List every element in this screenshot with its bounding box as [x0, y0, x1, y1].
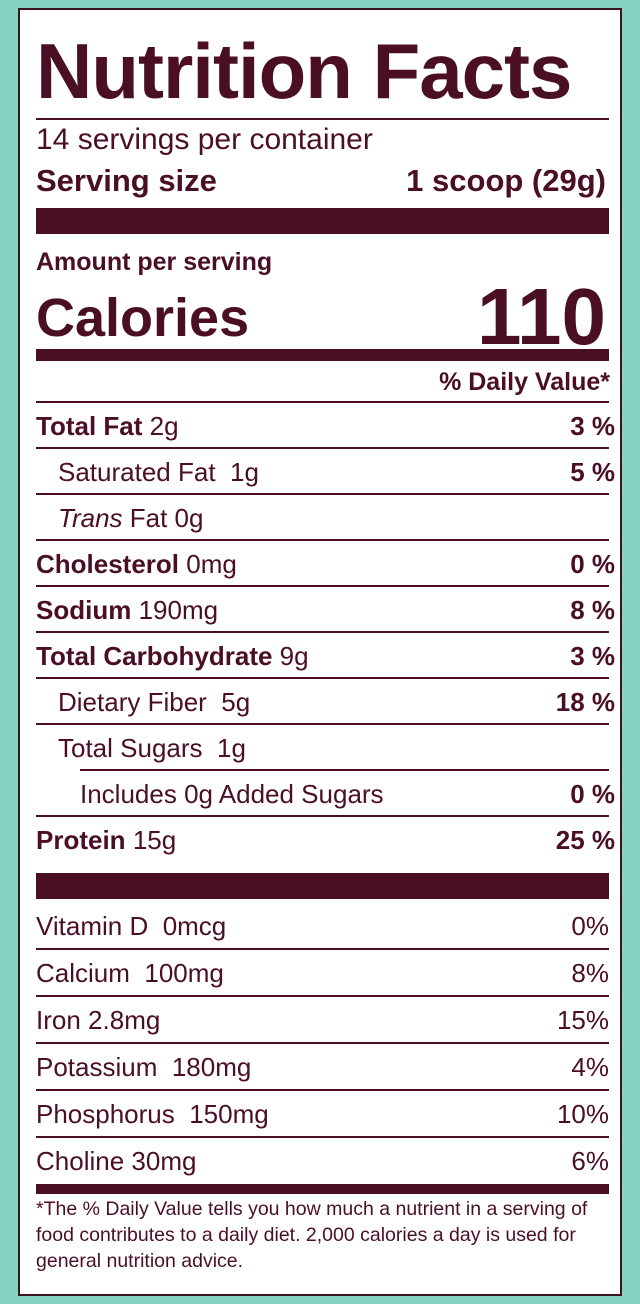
nutrient-row-saturated-fat: Saturated Fat 1g 5 %: [36, 449, 615, 495]
vitamin-row-calcium: Calcium 100mg 8%: [36, 950, 609, 997]
amount-per-serving: Amount per serving: [36, 248, 273, 276]
vitamin-row-choline: Choline 30mg 6%: [36, 1138, 609, 1185]
vitamin-name: Calcium: [36, 958, 130, 988]
vitamin-row-phosphorus: Phosphorus 150mg 10%: [36, 1091, 609, 1138]
vitamin-pct: 10%: [556, 1099, 609, 1129]
nutrient-row-sodium: Sodium 190mg 8 %: [36, 587, 615, 633]
medium-divider: [36, 349, 609, 361]
thick-divider: [36, 208, 609, 234]
vitamin-name: Vitamin D: [36, 911, 149, 941]
vitamin-pct: 0%: [571, 911, 609, 941]
vitamin-pct: 8%: [571, 958, 609, 988]
nutrient-amount: 5g: [221, 687, 251, 717]
nutrient-amount: Fat 0g: [129, 503, 204, 533]
nutrient-row-total-sugars: Total Sugars 1g: [36, 725, 609, 771]
vitamin-row-vitamin-d: Vitamin D 0mcg 0%: [36, 903, 609, 950]
thick-divider: [36, 873, 609, 899]
row-divider: [36, 815, 609, 817]
nutrient-amount: 15g: [132, 825, 177, 855]
nutrient-row-added-sugars: Includes 0g Added Sugars 0 %: [36, 771, 615, 817]
row-divider: [36, 585, 609, 587]
vitamin-pct: 4%: [571, 1052, 609, 1082]
row-divider: [80, 769, 609, 771]
row-divider: [36, 948, 609, 950]
nutrient-name: Dietary Fiber: [58, 687, 207, 717]
row-divider: [36, 1042, 609, 1044]
nutrient-pct: 5 %: [570, 457, 615, 487]
nutrient-name: Trans: [58, 503, 123, 533]
vitamin-amount: 2.8mg: [88, 1005, 161, 1035]
nutrient-pct: 25 %: [555, 825, 615, 855]
row-divider: [36, 631, 609, 633]
nutrient-name: Includes 0g Added Sugars: [80, 779, 384, 809]
nutrient-name: Saturated Fat: [58, 457, 216, 487]
nutrient-pct: 3 %: [570, 411, 615, 441]
nutrient-row-protein: Protein 15g 25 %: [36, 817, 615, 863]
row-divider: [36, 493, 609, 495]
label-title: Nutrition Facts: [36, 27, 572, 115]
nutrient-row-cholesterol: Cholesterol 0mg 0 %: [36, 541, 615, 587]
vitamin-row-iron: Iron 2.8mg 15%: [36, 997, 609, 1044]
row-divider: [36, 723, 609, 725]
nutrient-name: Total Sugars: [58, 733, 203, 763]
nutrient-name: Cholesterol: [36, 549, 180, 579]
nutrient-pct: 18 %: [555, 687, 615, 717]
nutrient-name: Total Carbohydrate: [36, 641, 273, 671]
nutrient-name: Total Fat: [36, 411, 143, 441]
vitamin-name: Potassium: [36, 1052, 158, 1082]
vitamin-amount: 0mcg: [162, 911, 227, 941]
divider: [36, 118, 609, 120]
nutrient-amount: 1g: [216, 733, 246, 763]
vitamin-name: Choline: [36, 1146, 125, 1176]
row-divider: [36, 995, 609, 997]
vitamin-amount: 100mg: [144, 958, 224, 988]
nutrient-pct: 0 %: [570, 779, 615, 809]
daily-value-footnote: *The % Daily Value tells you how much a …: [36, 1198, 588, 1272]
nutrient-amount: 0mg: [186, 549, 237, 579]
divider: [36, 401, 609, 403]
vitamin-pct: 6%: [571, 1146, 609, 1176]
row-divider: [36, 447, 609, 449]
vitamin-row-potassium: Potassium 180mg 4%: [36, 1044, 609, 1091]
serving-size-value: 1 scoop (29g): [406, 163, 606, 198]
nutrient-name: Protein: [36, 825, 126, 855]
nutrient-name: Sodium: [36, 595, 132, 625]
nutrient-row-total-carbohydrate: Total Carbohydrate 9g 3 %: [36, 633, 615, 679]
vitamin-name: Iron: [36, 1005, 81, 1035]
nutrient-amount: 2g: [149, 411, 179, 441]
nutrient-row-total-fat: Total Fat 2g 3 %: [36, 403, 615, 449]
serving-size-label: Serving size: [36, 163, 217, 198]
nutrient-pct: 8 %: [570, 595, 615, 625]
nutrient-pct: 3 %: [570, 641, 615, 671]
nutrient-row-dietary-fiber: Dietary Fiber 5g 18 %: [36, 679, 615, 725]
nutrient-amount: 1g: [230, 457, 259, 487]
row-divider: [36, 677, 609, 679]
servings-per-container: 14 servings per container: [36, 123, 373, 156]
vitamin-amount: 30mg: [131, 1146, 197, 1176]
nutrient-amount: 9g: [279, 641, 309, 671]
daily-value-header: % Daily Value*: [439, 368, 610, 396]
nutrition-label: Nutrition Facts 14 servings per containe…: [18, 8, 622, 1296]
medium-divider: [36, 1184, 609, 1194]
vitamin-name: Phosphorus: [36, 1099, 175, 1129]
row-divider: [36, 1136, 609, 1138]
row-divider: [36, 1089, 609, 1091]
vitamin-amount: 150mg: [189, 1099, 269, 1129]
vitamin-amount: 180mg: [171, 1052, 252, 1082]
calories-value: 110: [476, 272, 606, 361]
nutrient-row-trans-fat: Trans Fat 0g: [36, 495, 609, 541]
nutrient-amount: 190mg: [138, 595, 219, 625]
row-divider: [36, 539, 609, 541]
calories-label: Calories: [36, 288, 250, 348]
vitamin-pct: 15%: [556, 1005, 609, 1035]
nutrient-pct: 0 %: [570, 549, 615, 579]
